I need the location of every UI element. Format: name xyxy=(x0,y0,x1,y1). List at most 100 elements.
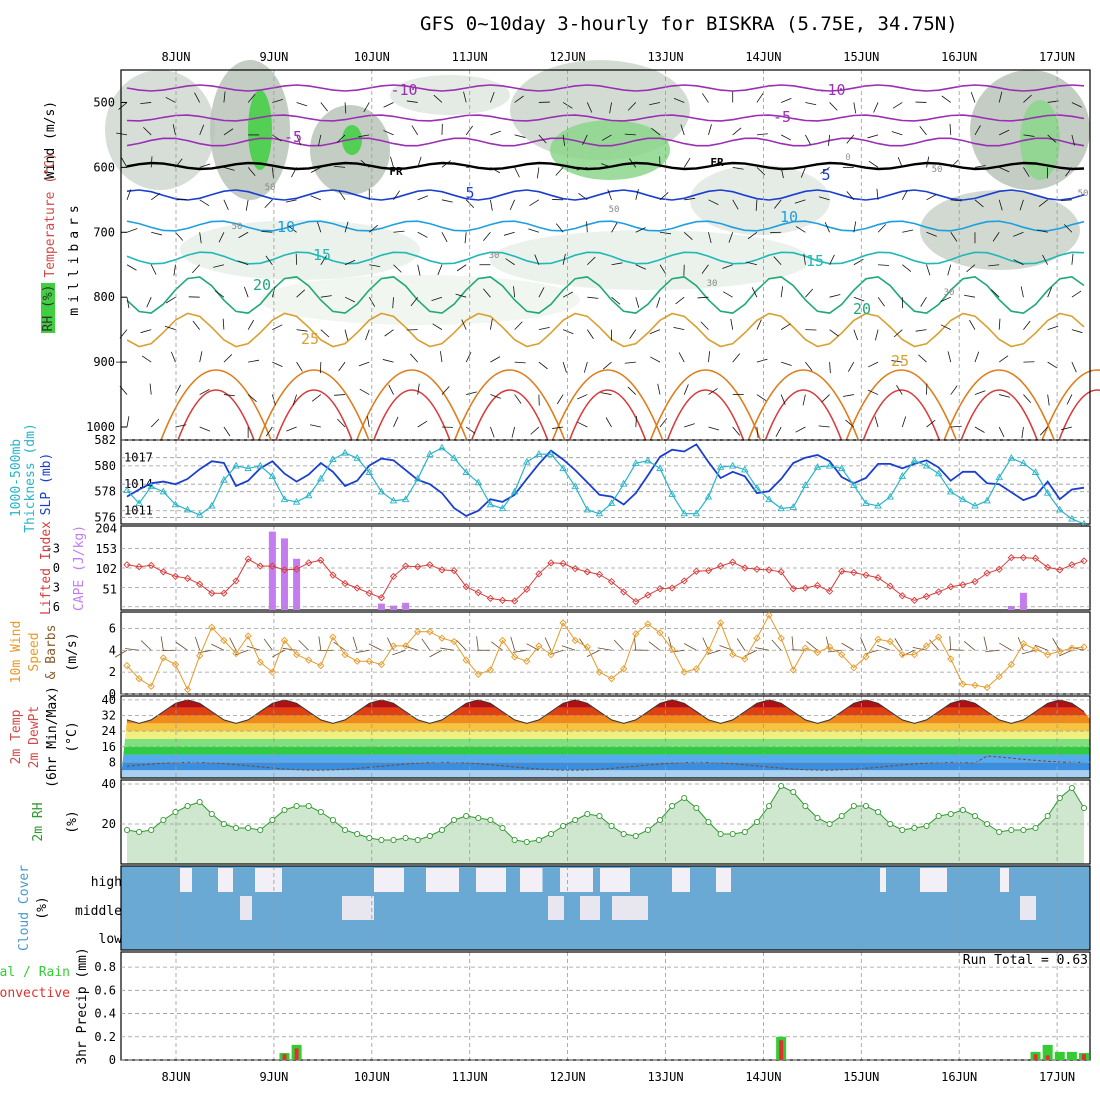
slp-label: SLP (mb) xyxy=(39,453,54,516)
wind10-speed-marker xyxy=(498,636,507,645)
surface-isotherm-arch xyxy=(747,369,860,441)
wind-barb xyxy=(891,360,903,363)
rh2m-marker xyxy=(426,832,433,840)
wind-barb xyxy=(199,351,203,363)
thickness-marker xyxy=(389,496,398,504)
cape-bar xyxy=(402,602,410,610)
isotherm-label: 50 xyxy=(1078,189,1089,199)
wind-barb xyxy=(684,197,696,201)
wind-barb xyxy=(988,264,1000,267)
wind-barb xyxy=(338,361,346,372)
rh2m-marker xyxy=(196,798,203,806)
freezing-level-label: FR xyxy=(389,165,403,178)
top-date-label: 8JUN xyxy=(162,50,191,64)
thickness-marker xyxy=(983,496,991,504)
lifted-index-marker xyxy=(947,583,955,591)
cloud-high-block xyxy=(600,868,630,892)
wind-barb xyxy=(490,356,501,363)
wind-barb xyxy=(555,167,564,176)
surface-isotherm-arch xyxy=(470,389,549,441)
cape-bar xyxy=(280,538,288,610)
wind-barb xyxy=(780,134,792,141)
lifted-index-marker xyxy=(813,581,822,590)
wind-barb xyxy=(337,418,346,428)
top-date-label: 9JUN xyxy=(259,50,288,64)
wind-barb xyxy=(576,166,588,171)
thickness-marker xyxy=(135,499,143,506)
wind10-barb xyxy=(140,640,152,651)
wind-barb xyxy=(170,351,176,363)
temp-left-labels: 2m Temp 2m DewPt (6hr Min/Max) (°C) xyxy=(9,686,80,788)
rh2m-marker xyxy=(632,832,639,840)
isotherm-line xyxy=(126,84,1085,92)
wind-barb xyxy=(388,384,394,395)
thickness-marker xyxy=(498,504,507,512)
thickness-tick: 580 xyxy=(94,459,116,473)
top-date-label: 14JUN xyxy=(745,50,781,64)
wind-barb xyxy=(821,394,830,403)
wind-barb xyxy=(223,128,234,136)
wind10-barb xyxy=(272,649,285,658)
wind-barb xyxy=(853,258,864,266)
wind-barb xyxy=(969,319,976,330)
isotherm-line xyxy=(126,220,1085,232)
wind-barb xyxy=(247,319,254,330)
wind-barb xyxy=(732,199,739,210)
wind-barb xyxy=(656,297,661,308)
wind10-speed-marker xyxy=(450,637,458,646)
bottom-date-axis: 8JUN 9JUN 10JUN 11JUN 12JUN 13JUN 14JUN 15JUN 16… xyxy=(162,1070,1076,1084)
lifted-index-marker xyxy=(474,588,482,597)
wind-barb xyxy=(199,124,205,136)
rh2m-marker xyxy=(1032,824,1039,832)
rh2m-marker xyxy=(354,830,361,838)
wind10-speed-marker xyxy=(232,649,240,658)
lifted-index-marker xyxy=(704,566,713,575)
wind-barb xyxy=(950,199,962,202)
lifted-index-marker xyxy=(644,591,652,599)
rh2m-marker xyxy=(293,802,300,810)
thickness-marker xyxy=(692,509,701,517)
bottom-date-label: 11JUN xyxy=(452,1070,488,1084)
wind10-barb xyxy=(318,636,322,651)
wind10-speed-marker xyxy=(123,661,131,670)
wind-barb xyxy=(773,256,782,266)
wind-barb xyxy=(659,264,667,275)
wind10-speed-marker xyxy=(995,672,1003,681)
wind-barb xyxy=(286,426,297,432)
temp-color-band xyxy=(121,754,1090,763)
wind-barb xyxy=(363,102,370,113)
wind-barb xyxy=(794,199,806,204)
wind-barb xyxy=(635,416,637,428)
wind10-barb xyxy=(949,636,952,651)
precip-convective-bar xyxy=(1033,1054,1038,1060)
wind-barb xyxy=(213,264,225,268)
rh2m-marker xyxy=(850,802,857,810)
wind-barb xyxy=(998,318,1001,330)
rh2m-marker xyxy=(899,826,906,834)
wind-barb xyxy=(143,126,152,136)
wind-barb xyxy=(248,359,260,363)
wind10-speed-marker xyxy=(595,668,604,676)
temp-tick: 8 xyxy=(109,755,116,769)
surface-isotherm-arch xyxy=(258,369,370,441)
wind10-speed-marker xyxy=(898,651,906,659)
wind10-speed-marker xyxy=(292,651,301,659)
wind-barb xyxy=(897,157,903,168)
rh2m-marker xyxy=(390,836,397,844)
lifted-index-marker xyxy=(1031,554,1040,562)
rh-shading xyxy=(180,220,420,280)
wind10-speed-marker xyxy=(135,675,143,683)
lifted-index-marker xyxy=(341,579,349,588)
wind-barb xyxy=(265,255,273,265)
wind-barb xyxy=(1063,224,1073,233)
wind10-speed-marker xyxy=(959,680,967,688)
wind10-barb xyxy=(864,649,879,655)
isotherm-label: 20 xyxy=(853,300,871,318)
rh2m-marker xyxy=(245,824,252,832)
wind-barb xyxy=(853,221,857,233)
wind-barb xyxy=(285,199,297,203)
rh-left-labels: 2m RH (%) xyxy=(31,802,80,841)
wind-barb xyxy=(1071,253,1074,265)
thickness-marker xyxy=(837,464,846,472)
lifted-index-marker xyxy=(789,585,797,593)
